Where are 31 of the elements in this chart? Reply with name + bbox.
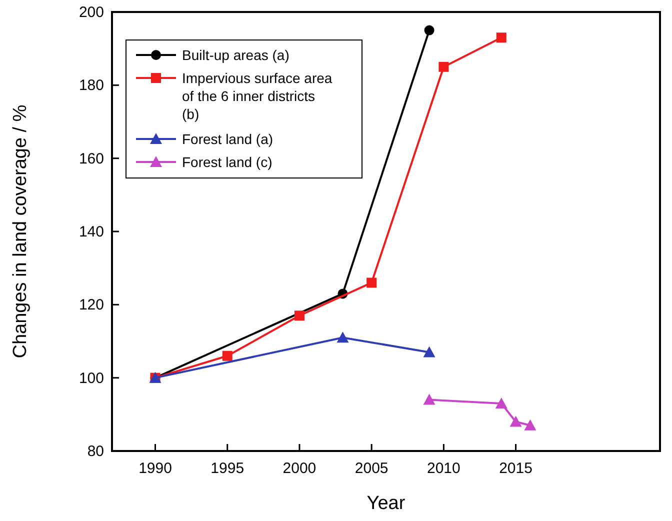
y-axis-title: Changes in land coverage / %	[10, 104, 31, 358]
y-tick-label: 140	[78, 224, 104, 240]
point	[438, 62, 449, 72]
point	[336, 332, 349, 343]
x-tick-label: 2010	[426, 460, 460, 477]
legend-label: Forest land (c)	[182, 154, 272, 170]
point	[366, 278, 377, 288]
point	[496, 32, 506, 43]
y-tick-label: 100	[78, 370, 104, 387]
x-tick-label: 2015	[499, 460, 532, 477]
point	[423, 346, 436, 358]
y-tick-label: 160	[78, 150, 104, 168]
x-tick-label: 1995	[210, 460, 244, 477]
point	[222, 350, 232, 361]
point	[423, 394, 436, 405]
y-tick-label: 80	[87, 443, 104, 460]
legend-label: Impervious surface area of the 6 inner districts (b)	[182, 70, 332, 122]
legend-label: Forest land (a)	[182, 131, 274, 147]
point	[424, 25, 434, 36]
x-axis-title: Year	[366, 493, 406, 514]
legend-label: Built-up areas (a)	[182, 47, 290, 63]
point	[524, 419, 536, 430]
x-tick-label: 1990	[138, 460, 172, 477]
point	[510, 416, 522, 427]
y-tick-label: 180	[78, 77, 104, 94]
point	[495, 397, 508, 408]
x-tick-label: 2000	[282, 460, 316, 477]
point	[294, 310, 304, 321]
y-tick-label: 120	[78, 296, 104, 314]
y-tick-label: 200	[78, 4, 104, 21]
x-tick-label: 2005	[354, 460, 388, 477]
